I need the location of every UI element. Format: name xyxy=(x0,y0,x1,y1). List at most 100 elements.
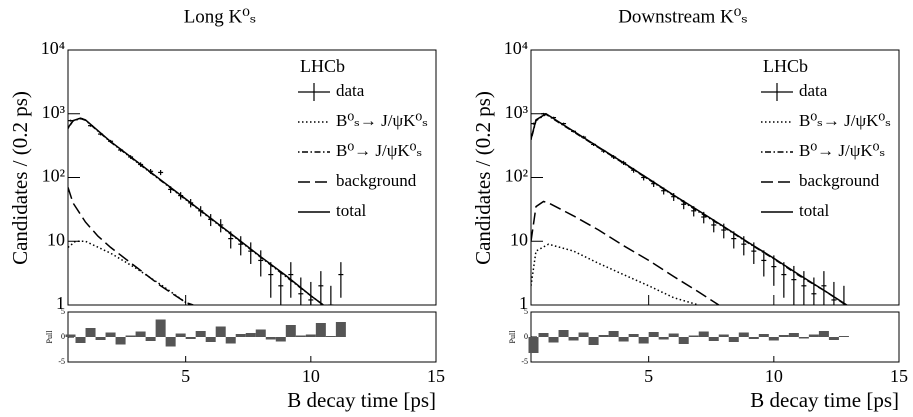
legend-label: background xyxy=(336,171,417,190)
pull-bar xyxy=(708,337,719,341)
pull-bar xyxy=(155,319,166,337)
pull-bar xyxy=(818,331,829,337)
pull-bar xyxy=(175,333,186,337)
annotation: LHCb xyxy=(300,56,345,76)
pull-bar xyxy=(788,333,799,337)
pull-bar xyxy=(688,335,699,337)
legend-label: B⁰ₛ→ J/ψK⁰ₛ xyxy=(799,111,891,130)
pull-bar xyxy=(528,337,539,353)
x-axis-label: B decay time [ps] xyxy=(750,388,899,412)
fit-curve xyxy=(68,187,194,305)
pull-bar xyxy=(608,331,619,337)
pull-bar xyxy=(618,337,629,342)
pull-bar xyxy=(698,331,709,337)
pull-bar xyxy=(205,337,216,342)
pull-bar xyxy=(798,337,809,339)
pull-bar xyxy=(658,337,669,340)
pull-tick-label: 0 xyxy=(524,332,528,341)
y-axis-label: Candidates / (0.2 ps) xyxy=(471,91,495,265)
y-tick-label: 1 xyxy=(56,293,65,313)
pull-tick-label: -5 xyxy=(521,357,528,366)
pull-bar xyxy=(145,337,156,341)
fit-curve xyxy=(68,117,324,305)
x-tick-label: 10 xyxy=(765,366,783,386)
pull-bar xyxy=(558,330,569,337)
y-tick-label: 10³ xyxy=(42,102,66,122)
pull-bar xyxy=(748,337,759,339)
pull-bar xyxy=(668,333,679,337)
pull-bar xyxy=(125,335,136,337)
pull-bar xyxy=(628,334,639,337)
pull-bar xyxy=(598,335,609,337)
pull-bar xyxy=(588,337,599,345)
y-tick-label: 10² xyxy=(505,166,528,186)
pull-bar xyxy=(538,333,549,337)
fit-curve xyxy=(531,243,699,305)
plot-area xyxy=(531,112,849,305)
legend-label: B⁰→ J/ψK⁰ₛ xyxy=(336,141,422,160)
pull-bar xyxy=(315,323,326,337)
pull-bar xyxy=(568,337,579,341)
pull-bar xyxy=(325,336,336,337)
pull-bar xyxy=(185,337,196,339)
pull-bar xyxy=(578,332,589,337)
pull-tick-label: 5 xyxy=(61,307,65,316)
pull-bar xyxy=(718,334,729,337)
pull-bar xyxy=(235,334,246,337)
pull-tick-label: 5 xyxy=(524,307,528,316)
pull-bar xyxy=(678,337,689,344)
x-axis-label: B decay time [ps] xyxy=(287,388,436,412)
pull-bar xyxy=(95,337,106,340)
pull-bar xyxy=(758,334,769,337)
pull-bar xyxy=(305,334,316,337)
pull-bar xyxy=(215,326,226,337)
pull-bar xyxy=(728,337,739,342)
panel-title: Long K⁰ₛ xyxy=(184,6,257,27)
y-tick-label: 10² xyxy=(42,166,65,186)
x-tick-label: 15 xyxy=(427,366,445,386)
pull-tick-label: -5 xyxy=(58,357,65,366)
panel: Long K⁰ₛ Candidates / (0.2 ps) B decay tim… xyxy=(8,6,445,411)
panel: Downstream K⁰ₛ Candidates / (0.2 ps) B dec… xyxy=(471,6,908,411)
pull-bar xyxy=(245,333,256,337)
pull-bar xyxy=(265,337,276,340)
pull-label: Pull xyxy=(508,330,517,344)
y-axis-label: Candidates / (0.2 ps) xyxy=(8,91,32,265)
pull-bar xyxy=(195,331,206,337)
pull-bar xyxy=(838,336,849,337)
plot-area xyxy=(68,117,344,305)
y-tick-label: 10 xyxy=(47,229,65,249)
y-tick-label: 1 xyxy=(519,293,528,313)
pull-bar xyxy=(335,322,346,337)
x-tick-label: 15 xyxy=(890,366,908,386)
pull-bar xyxy=(768,337,779,341)
pull-bar xyxy=(165,337,176,347)
pull-bar xyxy=(65,334,76,337)
legend-label: total xyxy=(336,201,366,220)
pull-bar xyxy=(295,335,306,337)
x-tick-label: 10 xyxy=(302,366,320,386)
fit-curve xyxy=(68,117,324,305)
pull-tick-label: 0 xyxy=(61,332,65,341)
pull-bar xyxy=(255,329,266,337)
pull-bar xyxy=(85,328,96,337)
pull-bar xyxy=(75,337,86,343)
panel-title: Downstream K⁰ₛ xyxy=(618,6,748,27)
x-tick-label: 5 xyxy=(181,366,190,386)
y-tick-label: 10⁴ xyxy=(41,38,65,58)
pull-bar xyxy=(225,337,236,344)
pull-bar xyxy=(275,337,286,342)
pull-bar xyxy=(115,337,126,345)
annotation: LHCb xyxy=(763,56,808,76)
pull-bar xyxy=(285,325,296,337)
fit-curve xyxy=(68,240,192,305)
pull-bar xyxy=(808,334,819,337)
pull-bar xyxy=(105,332,116,337)
x-tick-label: 5 xyxy=(644,366,653,386)
legend-label: background xyxy=(799,171,880,190)
pull-bar xyxy=(738,332,749,337)
legend-label: data xyxy=(336,81,365,100)
fit-curve xyxy=(531,200,720,305)
pull-bar xyxy=(648,332,659,337)
legend-label: B⁰→ J/ψK⁰ₛ xyxy=(799,141,885,160)
